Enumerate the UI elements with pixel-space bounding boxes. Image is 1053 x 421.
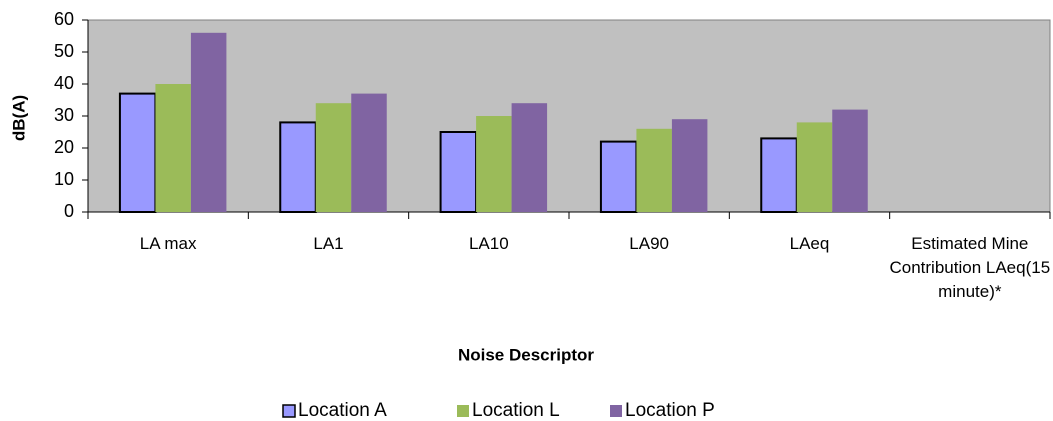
x-tick-label: LA90 [629, 234, 669, 253]
y-tick-label: 50 [54, 41, 74, 61]
bar [476, 116, 512, 212]
bar [760, 137, 798, 213]
bar [832, 109, 868, 212]
y-axis-title: dB(A) [9, 95, 28, 141]
bar [190, 32, 227, 212]
y-tick-label: 60 [54, 9, 74, 29]
bar [155, 84, 191, 212]
bar [796, 122, 833, 212]
bar [511, 103, 548, 212]
bar [439, 131, 478, 213]
legend-label: Location P [625, 400, 715, 421]
x-tick-label: LA10 [468, 234, 509, 253]
bar [636, 128, 672, 212]
bar [671, 119, 708, 212]
legend-swatch [282, 404, 296, 418]
bar [315, 103, 352, 212]
bar [351, 93, 387, 212]
x-tick-label: LA max [139, 234, 197, 253]
legend-swatch [610, 405, 622, 417]
legend-swatch [457, 405, 469, 417]
bar [599, 140, 638, 214]
y-tick-label: 20 [54, 137, 74, 157]
x-axis-title: Noise Descriptor [458, 345, 594, 364]
y-tick-label: 0 [64, 201, 74, 221]
x-tick-label: Estimated Mine Contribution LAeq(15 minu… [889, 234, 1051, 301]
x-tick-label: LA1 [313, 234, 344, 253]
bar [279, 121, 317, 213]
y-tick-label: 40 [54, 73, 74, 93]
x-tick-label: LAeq [789, 234, 830, 253]
plot-area [87, 19, 1051, 213]
y-tick-label: 30 [54, 105, 74, 125]
y-tick-label: 10 [54, 169, 74, 189]
bar [118, 92, 157, 213]
legend-label: Location L [472, 400, 560, 421]
legend-label: Location A [298, 400, 387, 421]
